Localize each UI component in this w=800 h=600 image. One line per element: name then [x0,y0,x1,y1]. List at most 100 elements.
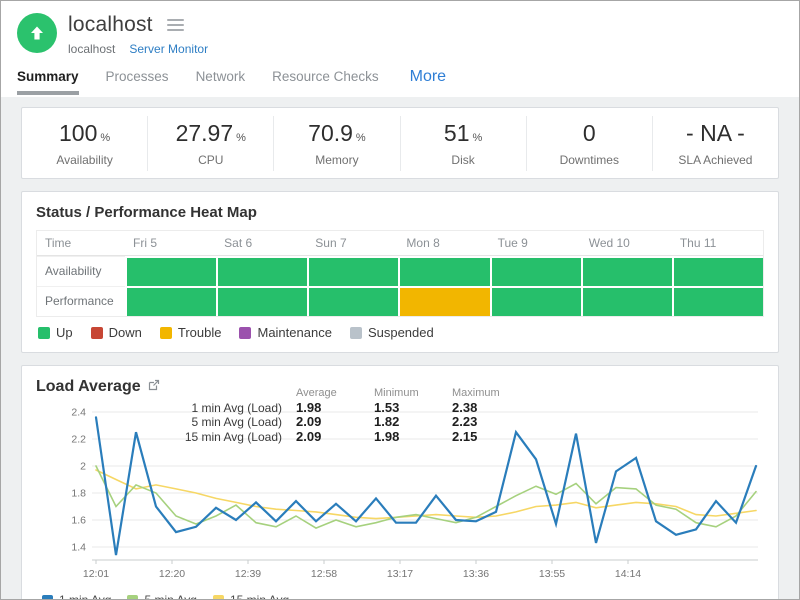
svg-text:2.4: 2.4 [71,407,86,419]
stat-value-text: 100 [59,119,98,146]
heatmap-cell-performance-thu-11[interactable] [671,286,763,316]
heatmap-legend-label: Maintenance [257,325,332,340]
load-average-chart[interactable]: 1.41.61.822.22.412:01 12:20 12:39 12:58 13:1… [36,398,762,586]
heatmap-legend-swatch-suspended [349,326,362,339]
heatmap-cell-performance-mon-8[interactable] [398,286,490,316]
breadcrumb: localhost Server Monitor [68,42,208,56]
stat-disk: 51% Disk [399,115,526,171]
heatmap-column-header-time: Time [45,236,72,250]
stat-unit: % [472,131,483,144]
heatmap-column-header-thu-11: Thu 11 [679,236,717,250]
chart-summary-value: 1.98 [374,428,400,444]
heatmap-row-label: Performance [37,286,125,315]
heatmap-legend-label: Suspended [367,325,434,340]
tab-more[interactable]: More [409,68,447,85]
heatmap-legend-up: Up [38,325,73,340]
stat-unit: % [355,131,366,144]
svg-text:13:17: 13:17 [387,568,413,580]
heatmap-title: Status / Performance Heat Map [36,204,257,221]
chart-summary-value: 2.09 [296,428,322,444]
svg-text:2.2: 2.2 [71,434,86,446]
heatmap-cell-availability-sat-6[interactable] [216,256,308,286]
monitor-status-icon [17,13,57,53]
tab-network[interactable]: Network [195,69,246,84]
chart-summary-value: 1.98 [296,399,322,415]
heatmap-cell-performance-wed-10[interactable] [580,286,672,316]
external-link-icon[interactable] [148,379,160,391]
hamburger-menu-icon[interactable] [165,16,186,34]
chart-summary-row-15-min-avg-load: 15 min Avg (Load) 2.09 1.98 2.15 [148,428,530,445]
heatmap-legend: Up Down Trouble Maintenance Suspended [38,325,764,340]
chart-summary-row-label: 1 min Avg (Load) [191,400,283,415]
heatmap-cell-availability-wed-10[interactable] [580,256,672,286]
page-title: localhost [68,13,153,36]
chart-summary-row-label: 5 min Avg (Load) [191,415,283,429]
stat-label: Memory [315,152,359,167]
chart-summary-row-5-min-avg-load: 5 min Avg (Load) 2.09 1.82 2.23 [148,414,530,430]
stat-downtimes: 0 Downtimes [525,115,652,171]
svg-text:1.8: 1.8 [71,488,86,500]
chart-legend: 1 min Avg 5 min Avg 15 min Avg [42,593,764,600]
stat-value-text: - NA - [686,119,745,146]
chart-legend-5-min-avg[interactable]: 5 min Avg [127,593,197,599]
stat-sla-achieved: - NA - SLA Achieved [651,115,778,171]
chart-summary-value: 1.53 [374,399,400,415]
heatmap-cell-performance-sat-6[interactable] [216,286,308,316]
heatmap-cell-performance-sun-7[interactable] [307,286,399,316]
up-arrow-icon [31,26,43,40]
heatmap-legend-maintenance: Maintenance [239,325,332,340]
heatmap-legend-label: Trouble [177,325,222,340]
stat-value: 70.9% [274,120,399,147]
chart-legend-1-min-avg[interactable]: 1 min Avg [42,593,111,599]
stat-unit: % [100,131,111,144]
heatmap-header-row: Time Fri 5 Sat 6 Sun 7 Mon 8 Tue 9 Wed 10 Thu 1… [37,231,763,256]
svg-text:12:39: 12:39 [235,568,261,580]
stat-unit: % [236,131,246,144]
heatmap-legend-label: Up [56,325,73,340]
chart-summary-header-minimum: Minimum [374,387,419,399]
heatmap-cell-performance-fri-5[interactable] [125,286,217,316]
heatmap-cell-availability-tue-9[interactable] [489,256,581,286]
tab-bar: Summary Processes Network Resource Checks Mo… [17,68,799,97]
breadcrumb-monitor-type-link[interactable]: Server Monitor [129,42,209,56]
heatmap-column-header-mon-8: Mon 8 [406,236,440,250]
svg-text:2: 2 [80,461,86,473]
chart-summary-value: 1.82 [374,414,400,429]
main-content: 100% Availability 27.97% CPU 70.9% Memory 51% D… [1,97,799,600]
chart-legend-15-min-avg[interactable]: 15 min Avg [212,593,290,600]
heatmap-row-label: Availability [37,256,125,285]
svg-text:14:14: 14:14 [615,568,641,580]
tab-processes[interactable]: Processes [105,69,169,84]
tab-summary[interactable]: Summary [17,69,79,95]
chart-summary-row-label: 15 min Avg (Load) [184,429,282,444]
chart-summary-value: 2.38 [452,399,478,415]
heatmap-legend-down: Down [90,325,142,340]
stat-label: Availability [56,152,113,167]
chart-legend-label: 15 min Avg [229,593,290,600]
chart-summary-value: 2.09 [296,414,322,429]
chart-summary-header-maximum: Maximum [452,387,500,399]
heatmap-legend-trouble: Trouble [159,325,222,340]
stat-availability: 100% Availability [22,116,147,171]
tab-resource-checks[interactable]: Resource Checks [272,69,379,84]
heatmap-cell-availability-fri-5[interactable] [125,256,217,286]
heatmap-legend-swatch-up [38,326,50,339]
stat-label: CPU [198,152,224,167]
heatmap-legend-swatch-maintenance [239,326,252,339]
svg-text:1.4: 1.4 [71,542,86,554]
stat-value: 100% [22,120,147,147]
svg-text:12:20: 12:20 [159,568,185,580]
load-average-card: Load Average Average Minimum Maximum 1 min … [21,365,779,600]
heatmap-cell-performance-tue-9[interactable] [489,286,581,316]
heatmap-legend-label: Down [108,325,142,340]
stat-value-text: 51 [443,119,470,146]
heatmap-row-availability: Availability [37,256,763,286]
heatmap-cell-availability-sun-7[interactable] [307,256,399,286]
load-average-title: Load Average [36,378,141,395]
stat-label: Downtimes [559,152,619,167]
heatmap-column-header-sun-7: Sun 7 [315,236,347,250]
stat-label: Disk [451,152,475,167]
heatmap-cell-availability-mon-8[interactable] [398,256,490,286]
heatmap-cell-availability-thu-11[interactable] [671,256,763,286]
